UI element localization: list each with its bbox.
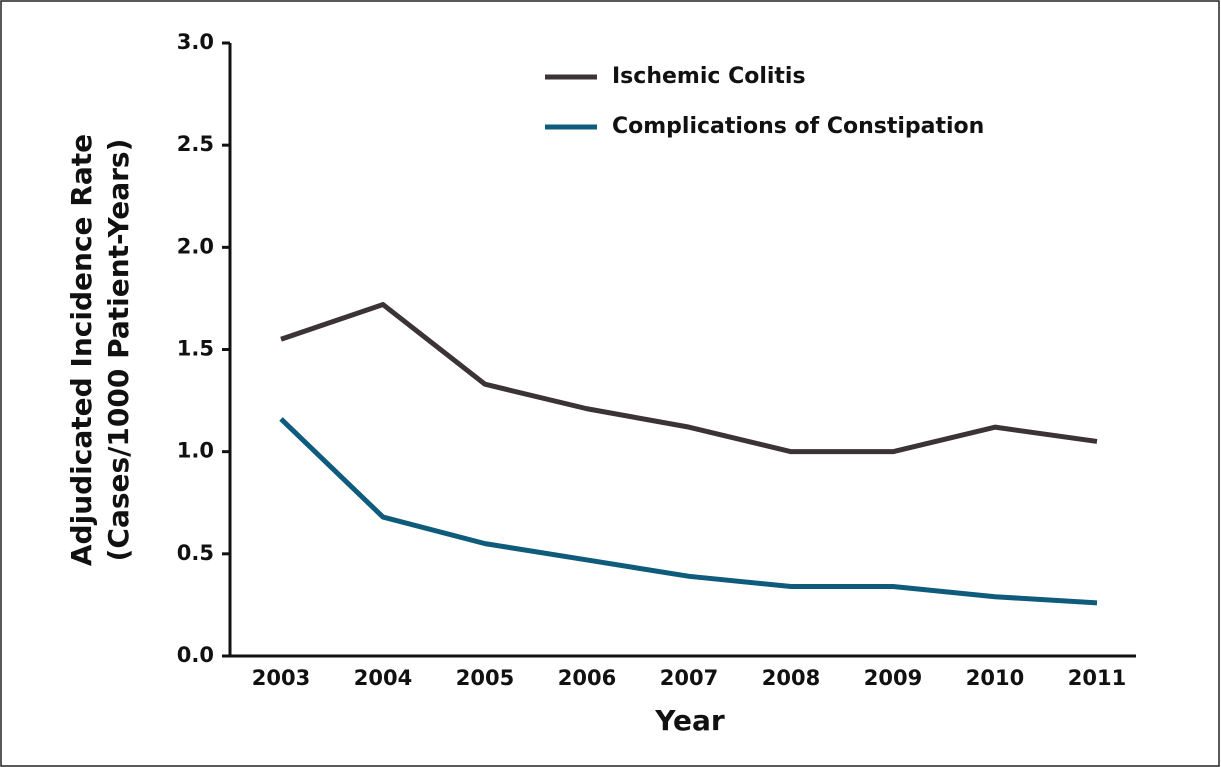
y-tick-label: 1.5 [177, 337, 214, 361]
x-tick-label: 2006 [558, 666, 616, 690]
x-tick-label: 2003 [252, 666, 310, 690]
y-tick-label: 1.0 [177, 439, 214, 463]
series-line [280, 302, 1098, 455]
x-tick-label: 2005 [456, 666, 514, 690]
x-tick-label: 2007 [660, 666, 718, 690]
y-axis-title-line: Adjudicated Incidence Rate [65, 134, 98, 566]
series-line [279, 417, 1098, 606]
y-tick-label: 3.0 [177, 30, 214, 54]
y-axis-title-line: (Cases/1000 Patient-Years) [102, 139, 135, 562]
x-tick-label: 2009 [864, 666, 922, 690]
x-tick-label: 2010 [966, 666, 1024, 690]
y-axis-title: Adjudicated Incidence Rate (Cases/1000 P… [65, 134, 135, 566]
x-axis-title: Year [654, 704, 725, 737]
x-tick-label: 2004 [354, 666, 412, 690]
y-tick-label: 0.5 [177, 541, 214, 565]
x-tick-label: 2008 [762, 666, 820, 690]
y-tick-label: 2.5 [177, 132, 214, 156]
legend-label: Complications of Constipation [612, 114, 984, 139]
y-tick-label: 2.0 [177, 234, 214, 258]
y-tick-label: 0.0 [177, 643, 214, 667]
x-tick-label: 2011 [1068, 666, 1126, 690]
legend-label: Ischemic Colitis [612, 64, 806, 89]
